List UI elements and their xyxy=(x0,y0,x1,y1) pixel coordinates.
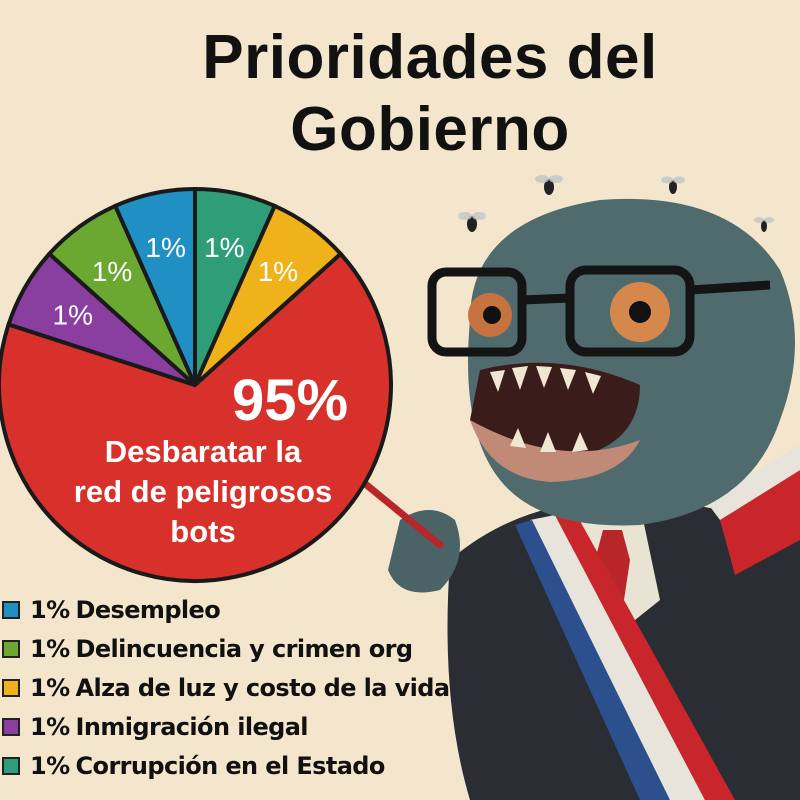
legend-percent: 1% xyxy=(30,751,70,780)
legend-item-inmigracion: 1% Inmigración ilegal xyxy=(2,707,455,746)
pie-slice xyxy=(0,251,393,583)
legend-swatch xyxy=(2,717,20,736)
sash-icon xyxy=(515,445,800,800)
legend-label: Inmigración ilegal xyxy=(75,712,309,741)
legend-percent: 1% xyxy=(30,712,70,741)
slice-value-label: 1% xyxy=(53,299,93,330)
legend-percent: 1% xyxy=(30,595,70,624)
glasses-icon xyxy=(427,265,771,357)
fly-icon xyxy=(754,217,774,232)
fly-icon xyxy=(535,175,563,195)
slice-value-label: 1% xyxy=(145,232,185,263)
main-slice-label: red de peligrosos xyxy=(74,474,332,509)
slice-value-label: 1% xyxy=(92,256,132,287)
legend-percent: 1% xyxy=(30,634,70,663)
fly-icon xyxy=(458,212,486,232)
title-line-2: Gobierno xyxy=(290,95,570,164)
legend: 1% Desempleo 1% Delincuencia y crimen org … xyxy=(2,590,455,785)
title-line-1: Prioridades del xyxy=(202,23,658,92)
legend-label: Delincuencia y crimen org xyxy=(75,634,414,663)
legend-item-alza-de-luz: 1% Alza de luz y costo de la vida xyxy=(2,668,455,707)
main-slice-percent: 95% xyxy=(232,368,348,433)
legend-item-corrupcion: 1% Corrupción en el Estado xyxy=(2,746,455,785)
slice-value-label: 1% xyxy=(204,232,244,263)
legend-item-delincuencia: 1% Delincuencia y crimen org xyxy=(2,629,455,668)
main-slice-label: Desbaratar la xyxy=(105,434,302,469)
slice-value-label: 1% xyxy=(258,256,298,287)
legend-item-desempleo: 1% Desempleo xyxy=(2,590,455,629)
legend-label: Alza de luz y costo de la vida xyxy=(75,673,451,702)
legend-label: Desempleo xyxy=(75,595,221,624)
page-title: Prioridades del Gobierno xyxy=(120,22,740,166)
legend-swatch xyxy=(2,678,20,697)
legend-percent: 1% xyxy=(30,673,70,702)
legend-label: Corrupción en el Estado xyxy=(75,751,386,780)
legend-swatch xyxy=(2,756,20,775)
legend-swatch xyxy=(2,600,20,619)
pie-slice xyxy=(112,186,197,386)
main-slice-label: bots xyxy=(170,514,235,549)
legend-swatch xyxy=(2,639,20,658)
fly-icon xyxy=(661,176,685,194)
